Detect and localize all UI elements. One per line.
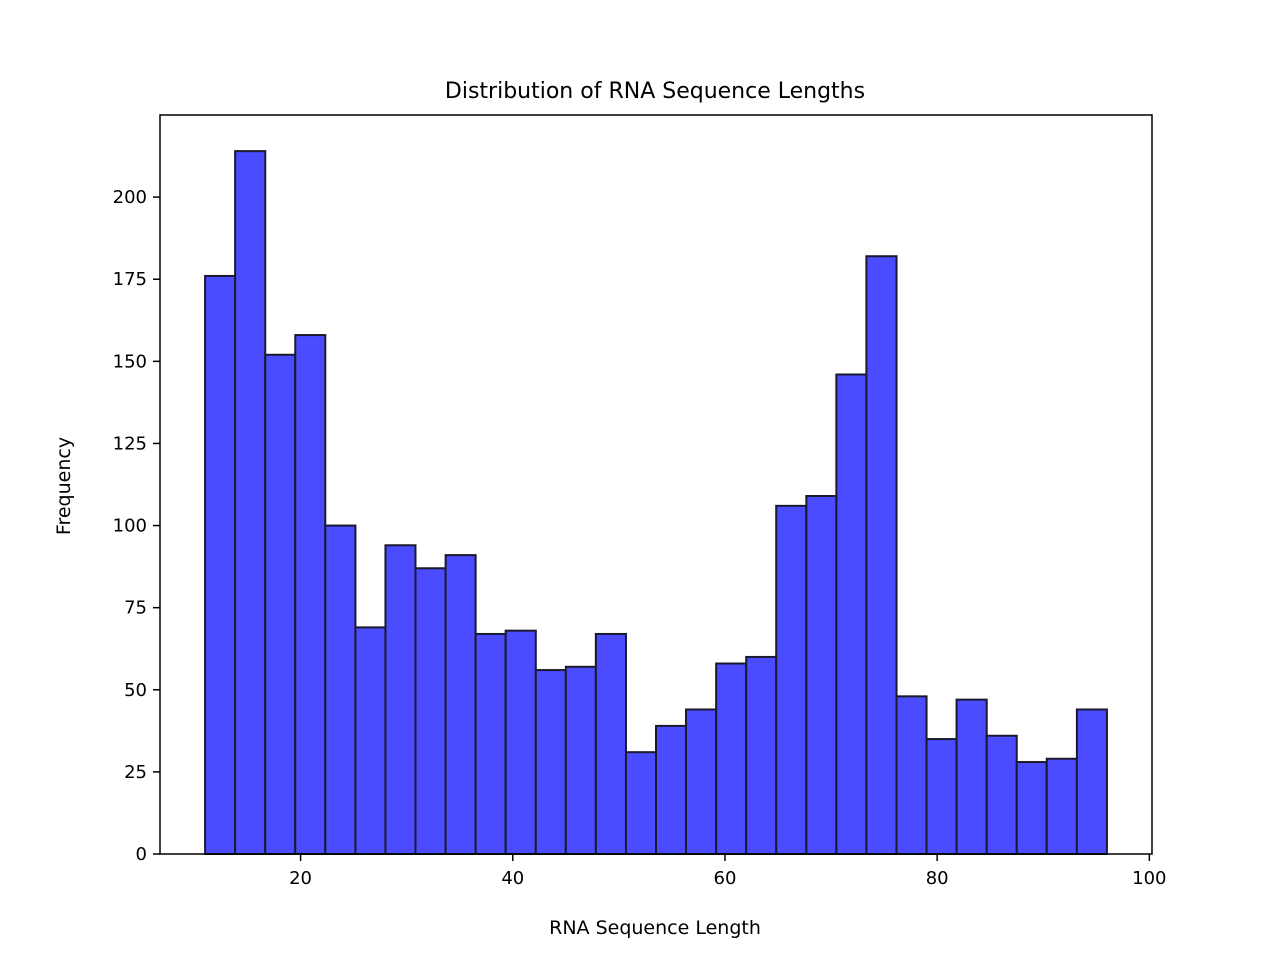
x-axis-label: RNA Sequence Length xyxy=(549,917,761,939)
y-axis-label: Frequency xyxy=(53,437,75,535)
y-tick-label: 25 xyxy=(124,762,147,783)
histogram-bar-3 xyxy=(264,353,297,855)
histogram-bar-26 xyxy=(955,698,988,855)
x-tick-label: 100 xyxy=(1132,868,1166,889)
histogram-bar-22 xyxy=(835,373,868,855)
y-tick-label: 100 xyxy=(113,516,147,537)
histogram-bar-18 xyxy=(715,662,748,855)
histogram-bar-10 xyxy=(474,632,507,855)
histogram-bar-4 xyxy=(294,334,327,855)
x-tick-label: 60 xyxy=(714,868,737,889)
y-tick-label: 125 xyxy=(113,433,147,454)
x-tick-label: 80 xyxy=(926,868,949,889)
x-tick-label: 40 xyxy=(501,868,524,889)
histogram-bar-13 xyxy=(564,665,597,856)
histogram-bar-12 xyxy=(534,669,567,855)
histogram-bar-14 xyxy=(594,632,627,855)
y-tick-label: 75 xyxy=(124,598,147,619)
histogram-bar-29 xyxy=(1045,757,1078,855)
x-tick-label: 20 xyxy=(289,868,312,889)
histogram-bar-9 xyxy=(444,554,477,855)
histogram-bar-23 xyxy=(865,255,898,855)
histogram-bar-7 xyxy=(384,544,417,855)
y-axis-ticks: 0 25 50 75 100 125 150 175 200 xyxy=(113,187,160,865)
histogram-bar-11 xyxy=(504,629,537,855)
histogram-bar-1 xyxy=(204,274,237,855)
y-tick-label: 150 xyxy=(113,351,147,372)
histogram-bar-27 xyxy=(985,734,1018,856)
histogram-bar-8 xyxy=(414,567,447,856)
histogram-bar-30 xyxy=(1075,708,1108,855)
histogram-bar-17 xyxy=(685,708,718,855)
y-tick-label: 0 xyxy=(136,844,147,865)
histogram-bar-20 xyxy=(775,504,808,855)
histogram-bars xyxy=(204,150,1108,856)
y-tick-label: 175 xyxy=(113,269,147,290)
histogram-bar-24 xyxy=(895,695,928,856)
plot-frame xyxy=(159,114,1153,855)
histogram-bar-2 xyxy=(234,150,267,855)
y-tick-label: 200 xyxy=(113,187,147,208)
histogram-bar-15 xyxy=(624,751,657,856)
histogram-bar-21 xyxy=(805,494,838,855)
histogram-bar-6 xyxy=(354,626,387,856)
y-tick-label: 50 xyxy=(124,680,147,701)
chart-title: Distribution of RNA Sequence Lengths xyxy=(445,79,865,104)
histogram-bar-25 xyxy=(925,738,958,855)
histogram-bar-16 xyxy=(655,724,688,856)
histogram-bar-5 xyxy=(324,524,357,855)
x-axis-ticks: 20 40 60 80 100 xyxy=(289,854,1167,889)
histogram-bar-28 xyxy=(1015,761,1048,856)
histogram-bar-19 xyxy=(745,655,778,856)
